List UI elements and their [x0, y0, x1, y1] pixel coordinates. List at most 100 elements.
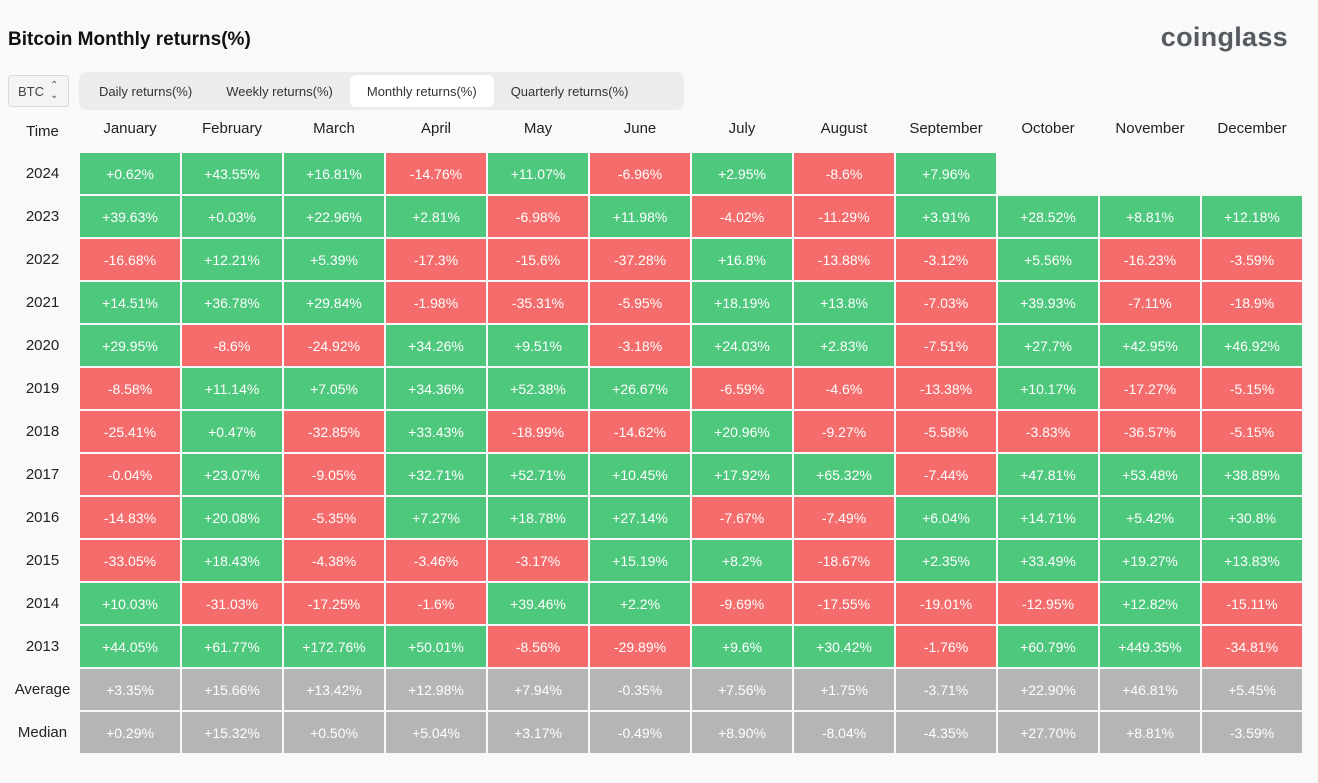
- return-cell: +14.71%: [998, 497, 1098, 538]
- return-cell: +3.17%: [488, 712, 588, 753]
- tab-weekly-returns[interactable]: Weekly returns(%): [226, 83, 333, 99]
- return-cell: +16.81%: [284, 153, 384, 194]
- return-cell: -14.76%: [386, 153, 486, 194]
- return-cell: -9.69%: [692, 583, 792, 624]
- return-cell: +8.90%: [692, 712, 792, 753]
- return-cell: -3.17%: [488, 540, 588, 581]
- return-cell: +19.27%: [1100, 540, 1200, 581]
- return-cell: -34.81%: [1202, 626, 1302, 667]
- return-cell: -14.83%: [80, 497, 180, 538]
- return-cell: +7.96%: [896, 153, 996, 194]
- tab-monthly-returns[interactable]: Monthly returns(%): [349, 75, 494, 107]
- return-cell: -16.68%: [80, 239, 180, 280]
- return-cell: +50.01%: [386, 626, 486, 667]
- return-cell: -5.15%: [1202, 368, 1302, 409]
- return-cell: +7.27%: [386, 497, 486, 538]
- return-cell: +44.05%: [80, 626, 180, 667]
- return-cell: +47.81%: [998, 454, 1098, 495]
- year-label: 2016: [25, 509, 60, 526]
- return-cell: +5.56%: [998, 239, 1098, 280]
- return-cell: +2.81%: [386, 196, 486, 237]
- return-cell: +8.81%: [1100, 196, 1200, 237]
- return-cell: -18.99%: [488, 411, 588, 452]
- return-cell: -7.11%: [1100, 282, 1200, 323]
- return-cell: -12.95%: [998, 583, 1098, 624]
- return-cell: +18.19%: [692, 282, 792, 323]
- return-cell: +1.75%: [794, 669, 894, 710]
- return-cell: -25.41%: [80, 411, 180, 452]
- return-cell: -13.38%: [896, 368, 996, 409]
- return-cell: -5.58%: [896, 411, 996, 452]
- return-cell: -35.31%: [488, 282, 588, 323]
- return-cell: -29.89%: [590, 626, 690, 667]
- return-cell: -36.57%: [1100, 411, 1200, 452]
- return-cell: +65.32%: [794, 454, 894, 495]
- return-cell: -0.49%: [590, 712, 690, 753]
- return-cell: +27.70%: [998, 712, 1098, 753]
- return-cell: -31.03%: [182, 583, 282, 624]
- return-cell: -7.49%: [794, 497, 894, 538]
- return-cell: +7.94%: [488, 669, 588, 710]
- return-cell: +42.95%: [1100, 325, 1200, 366]
- return-cell: +2.2%: [590, 583, 690, 624]
- return-cell: +2.35%: [896, 540, 996, 581]
- return-cell: +0.03%: [182, 196, 282, 237]
- month-header: February: [201, 120, 263, 137]
- return-cell: +12.98%: [386, 669, 486, 710]
- chevron-up-down-icon: ⌃ ⌄: [50, 80, 59, 101]
- return-cell: -15.11%: [1202, 583, 1302, 624]
- return-cell: +27.7%: [998, 325, 1098, 366]
- return-cell: +8.2%: [692, 540, 792, 581]
- coin-selector[interactable]: BTC ⌃ ⌄: [8, 75, 69, 107]
- month-header: March: [313, 120, 355, 137]
- year-label: 2022: [25, 251, 60, 268]
- return-cell: +52.71%: [488, 454, 588, 495]
- month-header: July: [728, 120, 756, 137]
- returns-tabs: Daily returns(%) Weekly returns(%) Month…: [79, 72, 684, 110]
- return-cell: +39.63%: [80, 196, 180, 237]
- return-cell: +3.91%: [896, 196, 996, 237]
- return-cell: +38.89%: [1202, 454, 1302, 495]
- return-cell: +15.32%: [182, 712, 282, 753]
- return-cell: +20.08%: [182, 497, 282, 538]
- return-cell: -14.62%: [590, 411, 690, 452]
- return-cell: +33.49%: [998, 540, 1098, 581]
- return-cell: -32.85%: [284, 411, 384, 452]
- return-cell: -6.96%: [590, 153, 690, 194]
- return-cell: +10.45%: [590, 454, 690, 495]
- coinglass-logo: coinglass: [1160, 22, 1288, 52]
- return-cell: -8.6%: [794, 153, 894, 194]
- return-cell: +11.14%: [182, 368, 282, 409]
- return-cell: -18.67%: [794, 540, 894, 581]
- return-cell: +172.76%: [284, 626, 384, 667]
- return-cell: +6.04%: [896, 497, 996, 538]
- stat-row-label: Median: [17, 724, 68, 741]
- year-label: 2018: [25, 423, 60, 440]
- return-cell: -9.27%: [794, 411, 894, 452]
- return-cell: -3.59%: [1202, 712, 1302, 753]
- return-cell: -7.51%: [896, 325, 996, 366]
- return-cell: -8.6%: [182, 325, 282, 366]
- return-cell: -11.29%: [794, 196, 894, 237]
- return-cell: +14.51%: [80, 282, 180, 323]
- month-header: December: [1217, 120, 1287, 137]
- return-cell: +0.47%: [182, 411, 282, 452]
- return-cell: +15.66%: [182, 669, 282, 710]
- month-header: April: [420, 120, 451, 137]
- return-cell: +12.21%: [182, 239, 282, 280]
- tab-daily-returns[interactable]: Daily returns(%): [99, 83, 193, 99]
- return-cell: +46.92%: [1202, 325, 1302, 366]
- year-label: 2017: [25, 466, 60, 483]
- return-cell: -4.35%: [896, 712, 996, 753]
- return-cell: +39.93%: [998, 282, 1098, 323]
- tab-quarterly-returns[interactable]: Quarterly returns(%): [510, 83, 629, 99]
- return-cell: -3.12%: [896, 239, 996, 280]
- coin-selector-value: BTC: [18, 83, 44, 99]
- month-header: May: [523, 120, 553, 137]
- return-cell: +2.83%: [794, 325, 894, 366]
- return-cell: +18.43%: [182, 540, 282, 581]
- year-label: 2020: [25, 337, 60, 354]
- return-cell: +8.81%: [1100, 712, 1200, 753]
- return-cell: -17.27%: [1100, 368, 1200, 409]
- year-label: 2015: [25, 552, 60, 569]
